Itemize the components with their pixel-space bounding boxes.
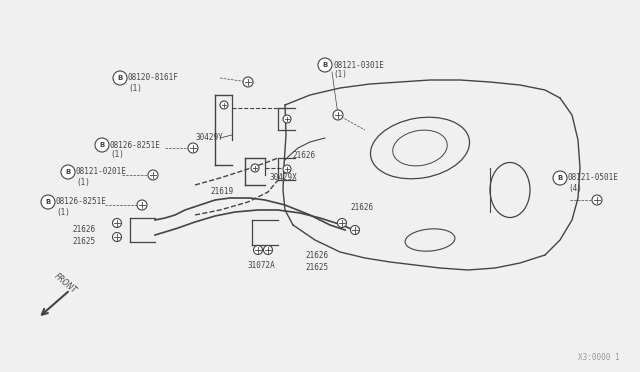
- Circle shape: [243, 77, 253, 87]
- Text: 08120-8161F: 08120-8161F: [128, 74, 179, 83]
- Text: 21625: 21625: [305, 263, 328, 273]
- Circle shape: [592, 195, 602, 205]
- Circle shape: [113, 71, 127, 85]
- Text: 30429X: 30429X: [270, 173, 298, 183]
- Text: 08126-8251E: 08126-8251E: [56, 198, 107, 206]
- Circle shape: [264, 246, 273, 254]
- Text: 21619: 21619: [210, 187, 233, 196]
- Text: B: B: [65, 169, 70, 175]
- Circle shape: [95, 138, 109, 152]
- Text: 08126-8251E: 08126-8251E: [110, 141, 161, 150]
- Circle shape: [113, 232, 122, 241]
- Text: B: B: [99, 142, 104, 148]
- Circle shape: [553, 171, 567, 185]
- Text: (1): (1): [56, 208, 70, 217]
- Text: (1): (1): [333, 71, 347, 80]
- Text: 08121-0501E: 08121-0501E: [568, 173, 619, 183]
- Circle shape: [61, 165, 75, 179]
- Text: (4): (4): [568, 183, 582, 192]
- Circle shape: [251, 164, 259, 172]
- Circle shape: [113, 218, 122, 228]
- Circle shape: [283, 165, 291, 173]
- Text: 21626: 21626: [292, 151, 315, 160]
- Text: (1): (1): [128, 83, 142, 93]
- Text: FRONT: FRONT: [52, 272, 78, 295]
- Circle shape: [137, 200, 147, 210]
- Text: (1): (1): [76, 177, 90, 186]
- Circle shape: [283, 115, 291, 123]
- Text: B: B: [117, 75, 123, 81]
- Text: 21625: 21625: [72, 237, 95, 247]
- Text: 21626: 21626: [72, 225, 95, 234]
- Circle shape: [148, 170, 158, 180]
- Text: 08121-0301E: 08121-0301E: [333, 61, 384, 70]
- Text: B: B: [323, 62, 328, 68]
- Text: (1): (1): [110, 151, 124, 160]
- Circle shape: [41, 195, 55, 209]
- Circle shape: [220, 101, 228, 109]
- Circle shape: [333, 110, 343, 120]
- Text: 31072A: 31072A: [247, 260, 275, 269]
- Text: B: B: [557, 175, 563, 181]
- Circle shape: [188, 143, 198, 153]
- Text: B: B: [45, 199, 51, 205]
- Circle shape: [318, 58, 332, 72]
- Circle shape: [337, 218, 346, 228]
- Circle shape: [253, 246, 262, 254]
- Text: 21626: 21626: [350, 203, 373, 212]
- Text: 30429Y: 30429Y: [195, 134, 223, 142]
- Text: 21626: 21626: [305, 250, 328, 260]
- Text: 08121-0201E: 08121-0201E: [76, 167, 127, 176]
- Text: X3:0000 1: X3:0000 1: [579, 353, 620, 362]
- Circle shape: [351, 225, 360, 234]
